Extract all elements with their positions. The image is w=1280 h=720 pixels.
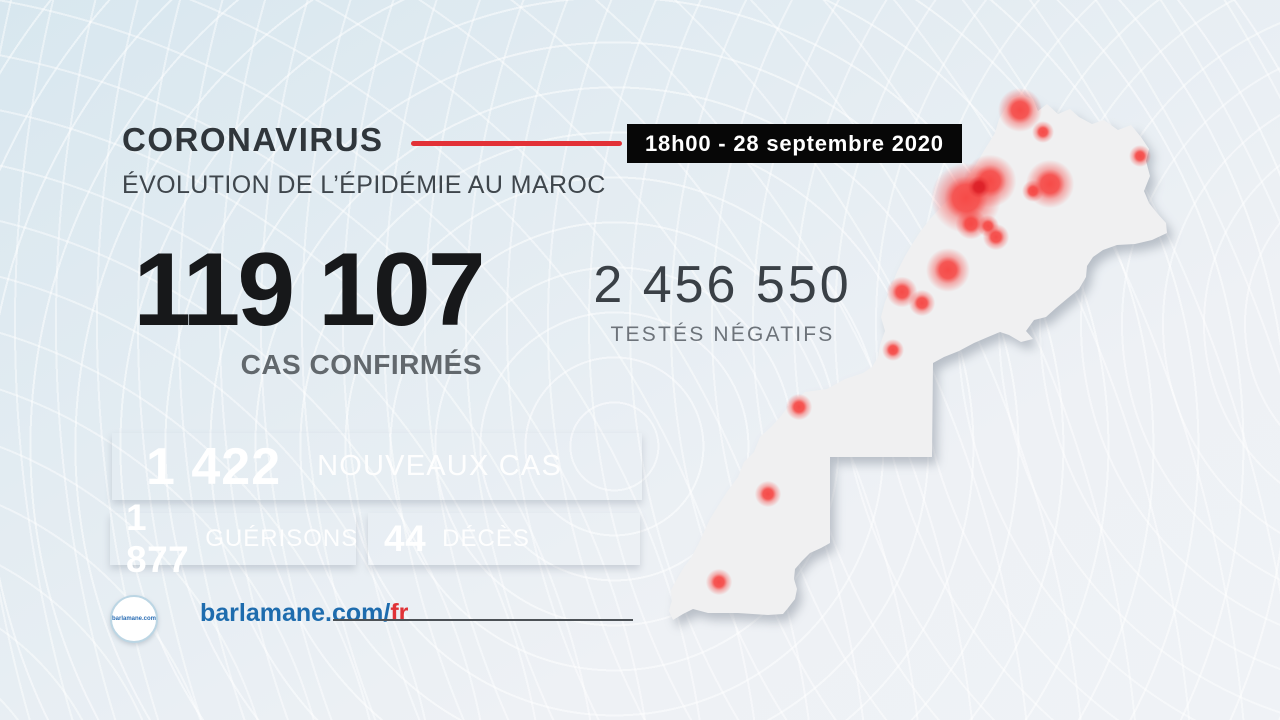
hotspot-dot [998,88,1042,132]
hotspot-dot [926,248,970,292]
deaths-label: DÉCÈS [442,525,530,552]
hotspot-dot [785,393,813,421]
hotspot-dot [1129,145,1151,167]
hotspot-dot [882,339,904,361]
hotspot-dot [968,176,990,198]
hotspot-dots-layer [705,88,1151,596]
morocco-outline [669,95,1167,620]
deaths-banner: 44 DÉCÈS [368,513,640,565]
negative-tests-value: 2 456 550 [593,256,852,314]
hotspot-dot [1032,121,1054,143]
recoveries-banner: 1 877 GUÉRISONS [110,497,359,580]
deaths-value: 44 [384,518,427,559]
site-name-main: barlamane.com/ [200,599,391,627]
barlamane-logo-text: barlamane.com [111,616,157,622]
recoveries-value: 1 877 [126,497,190,580]
new-cases-label: NOUVEAUX CAS [317,450,562,482]
hotspot-dot [705,568,733,596]
confirmed-cases-label: CAS CONFIRMÉS [240,349,482,380]
new-cases-banner: 1 422 NOUVEAUX CAS [112,433,642,500]
title-accent-line [411,141,622,146]
hotspot-dot [1022,180,1044,202]
confirmed-cases-value: 119 107 [133,232,485,348]
negative-tests-label: TESTÉS NÉGATIFS [610,323,835,346]
hotspot-dot [754,480,782,508]
hotspot-dot [908,289,936,317]
page-title: CORONAVIRUS [122,121,384,158]
footer-rule-line [333,619,633,621]
page-subtitle: ÉVOLUTION DE L’ÉPIDÉMIE AU MAROC [122,171,606,199]
barlamane-logo: barlamane.com [110,595,158,643]
recoveries-label: GUÉRISONS [205,525,359,552]
site-name: barlamane.com/fr [200,599,408,628]
negative-tests-block: 2 456 550 TESTÉS NÉGATIFS [565,255,880,347]
new-cases-value: 1 422 [146,437,282,496]
site-name-suffix: fr [390,599,409,627]
datetime-badge: 18h00 - 28 septembre 2020 [627,124,962,163]
hotspot-dot [982,223,1010,251]
